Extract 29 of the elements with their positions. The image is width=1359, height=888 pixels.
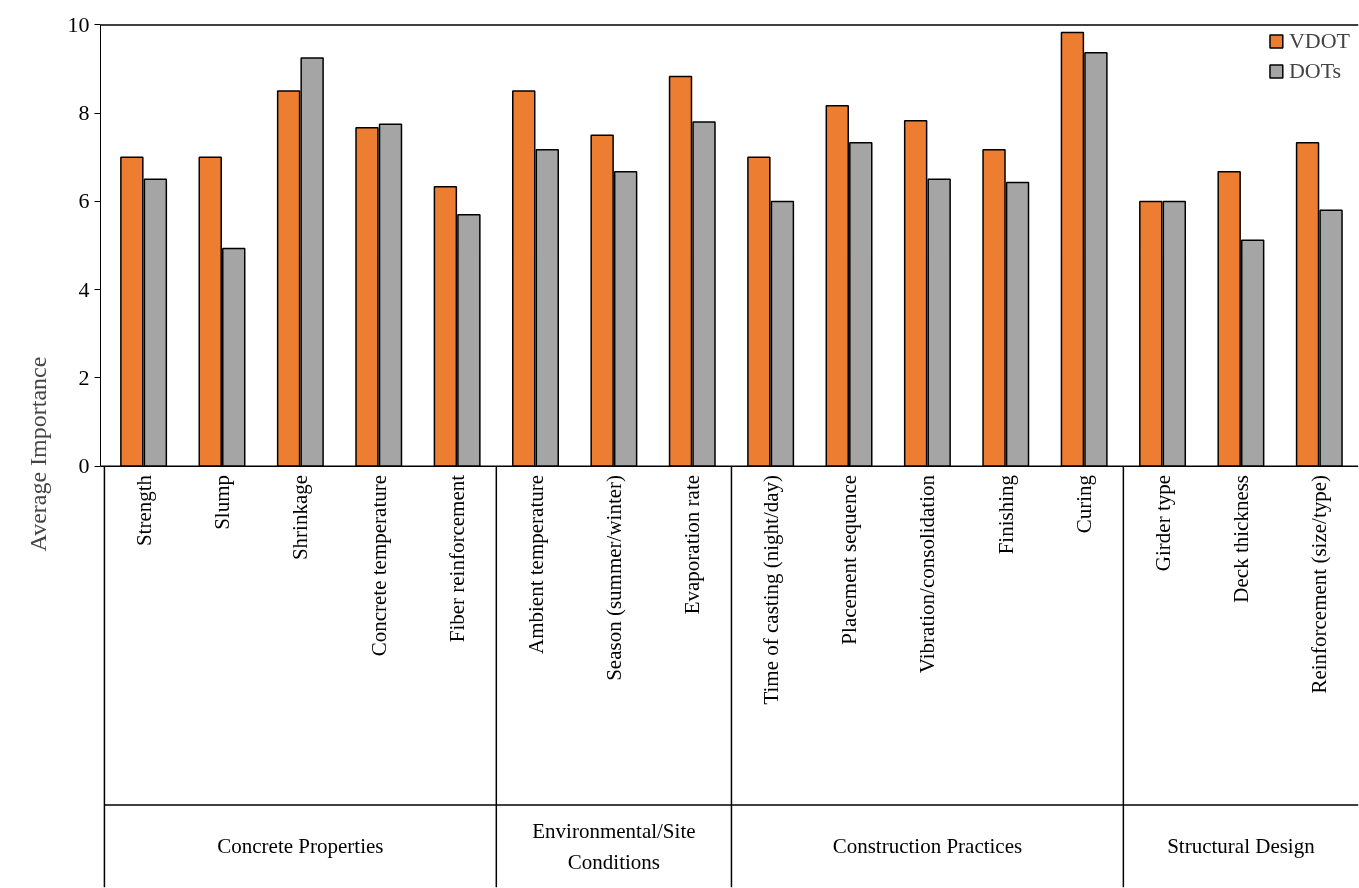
legend-label: VDOT bbox=[1288, 28, 1350, 54]
x-tick-label: Finishing bbox=[993, 474, 1018, 555]
x-tick-label: Deck thickness bbox=[1228, 474, 1253, 603]
y-tick-label: 6 bbox=[78, 188, 90, 214]
x-tick-label: Concrete temperature bbox=[366, 474, 391, 657]
legend-label: DOTs bbox=[1288, 58, 1342, 84]
x-tick-label: Reinforcement (size/type) bbox=[1307, 474, 1332, 694]
x-tick-label: Girder type bbox=[1150, 474, 1175, 572]
x-tick-label: Shrinkage bbox=[288, 474, 313, 561]
y-tick-label: 8 bbox=[78, 100, 90, 126]
x-tick-label: Ambient temperature bbox=[523, 474, 548, 654]
y-axis-title: Average Importance bbox=[24, 356, 51, 552]
text: Structural Design bbox=[1167, 834, 1316, 859]
x-tick-label: Curing bbox=[1072, 474, 1097, 534]
x-tick-label: Evaporation rate bbox=[680, 474, 705, 615]
x-tick-label: Season (summer/winter) bbox=[601, 474, 626, 681]
x-tick-label: Fiber reinforcement bbox=[445, 474, 470, 643]
text: Concrete Properties bbox=[217, 834, 384, 859]
x-tick-label: Vibration/consolidation bbox=[915, 474, 940, 674]
text: Construction Practices bbox=[832, 834, 1023, 859]
y-tick-label: 4 bbox=[78, 276, 90, 302]
y-tick-label: 10 bbox=[67, 11, 90, 37]
x-tick-label: Slump bbox=[209, 474, 234, 530]
x-tick-label: Placement sequence bbox=[837, 474, 862, 645]
text: Environmental/Site Conditions bbox=[532, 818, 696, 874]
y-tick-label: 0 bbox=[78, 453, 90, 479]
x-tick-label: Strength bbox=[131, 474, 156, 547]
x-tick-label: Time of casting (night/day) bbox=[758, 474, 783, 705]
y-tick-label: 2 bbox=[78, 364, 90, 390]
